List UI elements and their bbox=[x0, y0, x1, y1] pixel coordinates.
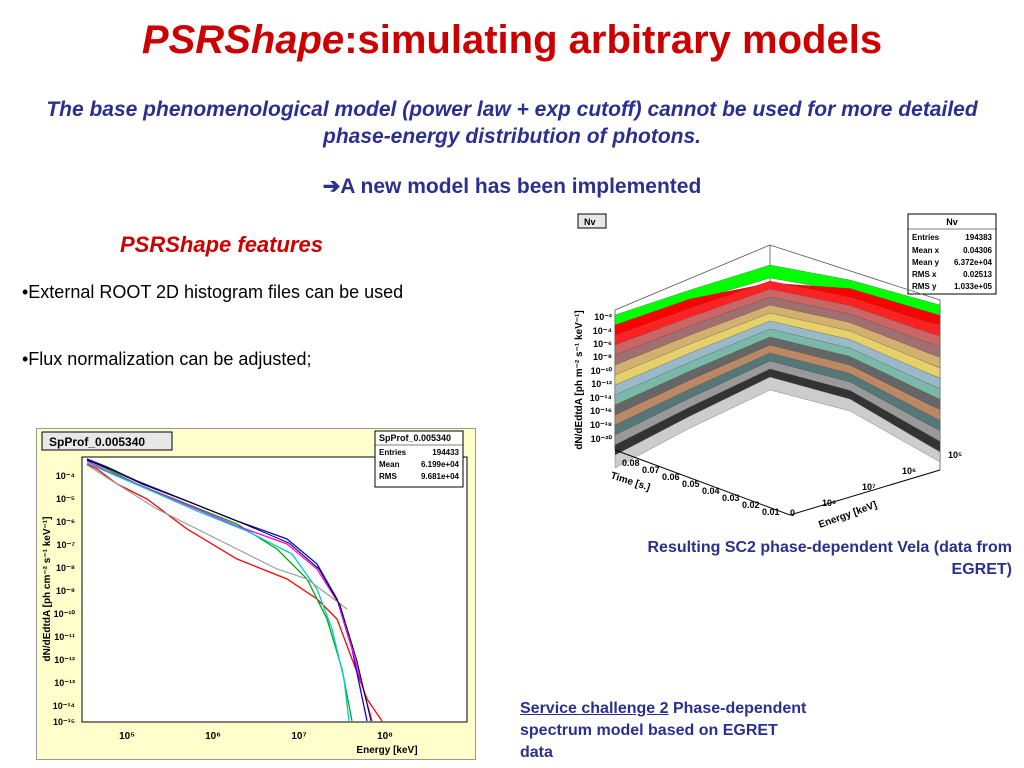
stats-value: 9.681e+04 bbox=[421, 472, 460, 481]
x-tick-label: 10⁵ bbox=[119, 731, 135, 742]
y-tick-label: 10⁻⁹ bbox=[56, 586, 75, 596]
time-tick-label: 0.07 bbox=[642, 465, 660, 475]
stats-value: 0.04306 bbox=[963, 246, 992, 255]
y-tick-label: 10⁻⁸ bbox=[56, 563, 75, 573]
y-tick-label: 10⁻⁴ bbox=[56, 471, 75, 481]
z-axis-ticks: 10⁻² 10⁻⁴ 10⁻⁶ 10⁻⁸ 10⁻¹⁰ 10⁻¹² 10⁻¹⁴ 10… bbox=[590, 312, 613, 444]
stats-box bbox=[374, 430, 464, 488]
y-tick-label: 10⁻⁶ bbox=[56, 517, 75, 527]
y-tick-label: 10⁻¹² bbox=[54, 655, 75, 665]
stats-label: RMS x bbox=[912, 270, 937, 279]
histogram-name-box bbox=[41, 431, 173, 451]
stats-label: Entries bbox=[379, 448, 407, 457]
stats-label: Mean bbox=[379, 460, 400, 469]
z-tick-label: 10⁻⁸ bbox=[593, 352, 612, 362]
subtitle: The base phenomenological model (power l… bbox=[46, 98, 978, 148]
spectrum-plot-svg: SpProf_0.005340 SpProf_0.005340 Entries … bbox=[41, 430, 468, 756]
spectrum-curve-cyan bbox=[86, 462, 350, 722]
plot-area bbox=[81, 456, 468, 723]
x-tick-label: 10⁷ bbox=[291, 731, 306, 742]
y-tick-label: 10⁻¹⁰ bbox=[54, 609, 76, 619]
y-tick-label: 10⁻¹¹ bbox=[54, 632, 75, 642]
time-tick-label: 0.08 bbox=[622, 458, 640, 468]
z-tick-label: 10⁻¹² bbox=[591, 379, 612, 389]
energy-tick-label: 10⁷ bbox=[862, 482, 876, 492]
histogram-name-box bbox=[577, 213, 607, 229]
y-axis-ticks: 10⁻⁴ 10⁻⁵ 10⁻⁶ 10⁻⁷ 10⁻⁸ 10⁻⁹ 10⁻¹⁰ 10⁻¹… bbox=[53, 471, 76, 727]
stats-value: 1.033e+05 bbox=[954, 282, 993, 291]
phase-energy-3d-plot: Nv Nv Entries 194383 Mean x 0.04306 Mean… bbox=[570, 210, 1010, 535]
service-note-text: Phase-dependent spectrum model based on … bbox=[520, 700, 807, 761]
time-tick-label: 0.05 bbox=[682, 479, 700, 489]
histogram-name: Nv bbox=[584, 217, 596, 227]
energy-tick-label: 10⁵ bbox=[948, 450, 962, 460]
time-tick-label: 0.01 bbox=[762, 507, 780, 517]
z-axis-label: dN/dEdtdA [ph m⁻² s⁻¹ keV⁻¹] bbox=[574, 310, 585, 449]
x-axis-label: Energy [keV] bbox=[356, 745, 417, 756]
lego-surface-bands bbox=[614, 264, 941, 469]
title-rest: :simulating arbitrary models bbox=[344, 18, 883, 62]
service-note: Service challenge 2 Phase-dependent spec… bbox=[520, 698, 810, 764]
energy-tick-label: 10⁸ bbox=[822, 498, 836, 508]
z-tick-label: 10⁻² bbox=[594, 312, 612, 322]
spectrum-curve-magenta bbox=[86, 460, 373, 722]
spectrum-curves bbox=[86, 458, 383, 722]
stats-label: Mean x bbox=[912, 246, 940, 255]
stats-value: 194383 bbox=[965, 233, 992, 242]
y-tick-label: 10⁻¹³ bbox=[54, 678, 75, 688]
x-tick-label: 10⁶ bbox=[205, 731, 221, 742]
time-tick-label: 0 bbox=[790, 508, 795, 518]
time-axis-ticks: 0.08 0.07 0.06 0.05 0.04 0.03 0.02 0.01 … bbox=[622, 458, 795, 518]
histogram-name: SpProf_0.005340 bbox=[49, 435, 145, 449]
spectrum-curve-gray bbox=[86, 464, 348, 610]
stats-label: RMS bbox=[379, 472, 397, 481]
plot-caption: Resulting SC2 phase-dependent Vela (data… bbox=[647, 539, 1012, 578]
time-tick-label: 0.06 bbox=[662, 472, 680, 482]
energy-axis-ticks: 10⁵ 10⁶ 10⁷ 10⁸ bbox=[822, 450, 962, 508]
feature-bullet: •External ROOT 2D histogram files can be… bbox=[22, 282, 404, 302]
stats-label: Entries bbox=[912, 233, 940, 242]
energy-tick-label: 10⁶ bbox=[902, 466, 916, 476]
lego-plot-svg: Nv Nv Entries 194383 Mean x 0.04306 Mean… bbox=[574, 213, 997, 531]
y-tick-label: 10⁻¹⁵ bbox=[53, 717, 75, 727]
z-tick-label: 10⁻¹⁴ bbox=[590, 393, 612, 403]
new-model-statement: ➔A new model has been implemented bbox=[322, 175, 702, 198]
x-tick-label: 10⁸ bbox=[377, 731, 393, 742]
y-tick-label: 10⁻¹⁴ bbox=[53, 701, 75, 711]
z-tick-label: 10⁻²⁰ bbox=[591, 434, 613, 444]
spectrum-profile-plot: SpProf_0.005340 SpProf_0.005340 Entries … bbox=[36, 428, 476, 760]
spectrum-curve-black bbox=[86, 459, 372, 722]
stats-title: SpProf_0.005340 bbox=[379, 433, 451, 443]
y-tick-label: 10⁻⁷ bbox=[57, 540, 76, 550]
y-axis-label: dN/dEdtdA [ph cm⁻² s⁻¹ keV⁻¹] bbox=[42, 517, 53, 662]
stats-value: 6.199e+04 bbox=[421, 460, 460, 469]
stats-value: 194433 bbox=[432, 448, 459, 457]
features-heading: PSRShape features bbox=[120, 232, 323, 257]
stats-box bbox=[907, 213, 997, 295]
service-challenge-link[interactable]: Service challenge 2 bbox=[520, 700, 669, 717]
slide-title: PSRShape:simulating arbitrary models bbox=[0, 18, 1024, 63]
stats-value: 6.372e+04 bbox=[954, 258, 993, 267]
stats-label: Mean y bbox=[912, 258, 940, 267]
y-tick-label: 10⁻⁵ bbox=[56, 494, 75, 504]
stats-title: Nv bbox=[946, 217, 958, 227]
time-tick-label: 0.03 bbox=[722, 493, 740, 503]
time-tick-label: 0.02 bbox=[742, 500, 760, 510]
time-tick-label: 0.04 bbox=[702, 486, 720, 496]
z-tick-label: 10⁻¹⁸ bbox=[590, 420, 612, 430]
feature-bullet: •Flux normalization can be adjusted; bbox=[22, 349, 312, 369]
surface-band bbox=[614, 376, 941, 469]
z-tick-label: 10⁻¹⁶ bbox=[590, 406, 612, 416]
lego-front-edges bbox=[614, 449, 941, 516]
stats-value: 0.02513 bbox=[963, 270, 992, 279]
z-tick-label: 10⁻¹⁰ bbox=[591, 366, 613, 376]
z-tick-label: 10⁻⁶ bbox=[593, 339, 612, 349]
stats-label: RMS y bbox=[912, 282, 937, 291]
z-tick-label: 10⁻⁴ bbox=[593, 326, 612, 336]
title-italic: PSRShape bbox=[141, 18, 345, 62]
